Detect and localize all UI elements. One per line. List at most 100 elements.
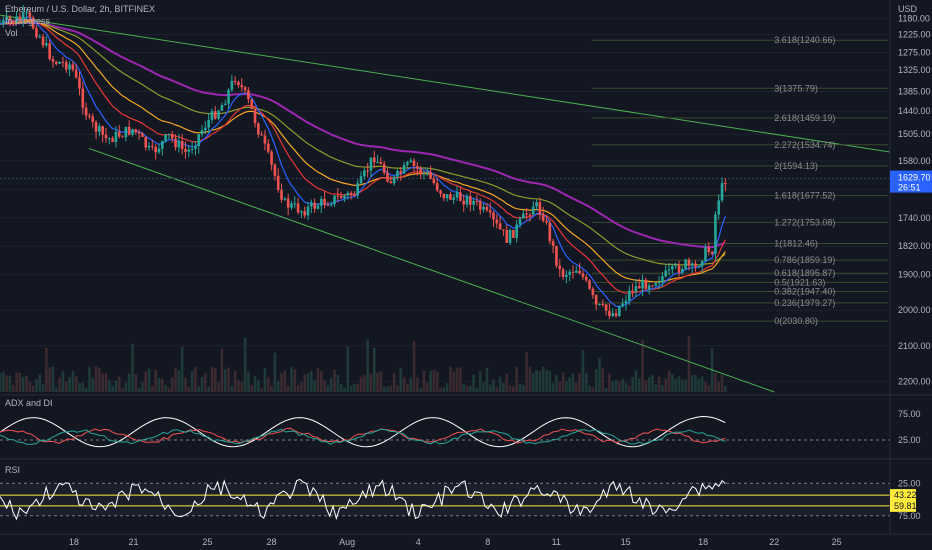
volume-bar bbox=[154, 369, 157, 392]
volume-bar bbox=[200, 376, 204, 392]
candle-body bbox=[217, 110, 220, 119]
volume-bar bbox=[343, 387, 346, 392]
moving-average-line bbox=[0, 21, 726, 266]
candle-body bbox=[253, 108, 257, 124]
moving-averages bbox=[0, 16, 726, 307]
candle-body bbox=[522, 213, 525, 219]
candle-body bbox=[104, 134, 108, 139]
volume-bar bbox=[303, 374, 307, 392]
candle-body bbox=[508, 229, 512, 243]
volume-bar bbox=[58, 377, 61, 392]
candle-body bbox=[495, 219, 499, 224]
volume-bar bbox=[419, 387, 422, 392]
volume-bar bbox=[528, 366, 532, 392]
volume-bar bbox=[535, 370, 538, 392]
volume-bar bbox=[230, 385, 234, 392]
candle-body bbox=[680, 268, 684, 273]
volume-bar bbox=[644, 379, 648, 392]
volume-bar bbox=[614, 379, 618, 392]
volume-bar bbox=[310, 370, 313, 392]
volume-bar bbox=[555, 375, 558, 392]
volume-bar bbox=[180, 346, 184, 392]
volume-bar bbox=[349, 385, 353, 392]
candle-body bbox=[366, 170, 369, 172]
rsi-badge bbox=[890, 499, 916, 512]
candle-body bbox=[674, 265, 677, 267]
volume-bar bbox=[286, 385, 290, 392]
volume-bar bbox=[641, 339, 644, 392]
volume-bar bbox=[68, 377, 71, 392]
volume-bar bbox=[326, 385, 330, 392]
volume-bar bbox=[15, 372, 18, 392]
candle-body bbox=[223, 103, 227, 106]
volume-bar bbox=[213, 368, 217, 392]
candle-body bbox=[164, 134, 167, 142]
volume-bar bbox=[449, 366, 452, 392]
volume-bar bbox=[604, 387, 608, 392]
candle-body bbox=[15, 16, 18, 23]
volume-bar bbox=[296, 384, 300, 392]
candle-body bbox=[293, 203, 297, 205]
candle-body bbox=[389, 181, 393, 184]
candle-body bbox=[184, 149, 187, 152]
volume-bar bbox=[631, 376, 634, 392]
volume-bar bbox=[151, 385, 154, 392]
candle-body bbox=[531, 206, 535, 215]
volume-bar bbox=[439, 387, 442, 392]
adx-line bbox=[0, 428, 726, 445]
fib-label: 0.5(1921.63) bbox=[774, 277, 825, 287]
candle-body bbox=[81, 88, 85, 108]
volume-bar bbox=[177, 370, 181, 392]
candle-body bbox=[61, 61, 65, 63]
volume-bar bbox=[677, 376, 681, 392]
candle-body bbox=[439, 190, 442, 194]
volume-bar bbox=[306, 373, 310, 392]
volume-bar bbox=[131, 343, 134, 392]
volume-bar bbox=[141, 382, 144, 392]
fib-label: 0(2030.80) bbox=[774, 316, 818, 326]
volume-bar bbox=[412, 340, 416, 392]
candle-body bbox=[68, 64, 71, 70]
candle-body bbox=[445, 194, 449, 199]
candle-body bbox=[435, 183, 439, 191]
volume-bar bbox=[508, 385, 512, 392]
volume-bar bbox=[184, 377, 187, 392]
candle-body bbox=[343, 195, 346, 199]
candle-body bbox=[157, 148, 161, 153]
volume-bar bbox=[346, 346, 350, 392]
candle-body bbox=[419, 168, 422, 174]
candle-body bbox=[280, 189, 283, 200]
volume-bar bbox=[608, 373, 611, 392]
candle-body bbox=[45, 43, 48, 46]
volume-bar bbox=[8, 375, 12, 392]
candle-body bbox=[627, 290, 631, 301]
volume-bar bbox=[588, 385, 591, 392]
candle-body bbox=[601, 304, 605, 306]
volume-bar bbox=[522, 384, 525, 392]
candle-body bbox=[545, 220, 548, 223]
volume-bar bbox=[469, 385, 472, 392]
volume-bar bbox=[313, 379, 316, 392]
candle-body bbox=[518, 218, 522, 225]
volume-bar bbox=[386, 386, 389, 392]
rsi-badge-label: 43.22 bbox=[894, 490, 917, 500]
upper-trend-line bbox=[0, 14, 891, 153]
volume-bar bbox=[363, 375, 366, 392]
candle-body bbox=[147, 145, 151, 148]
candle-body bbox=[306, 206, 310, 216]
adx-line bbox=[0, 427, 726, 444]
volume-bar bbox=[117, 376, 121, 392]
volume-bar bbox=[300, 382, 303, 392]
volume-bar bbox=[366, 339, 369, 392]
volume-bar bbox=[531, 372, 535, 392]
candle-body bbox=[88, 115, 91, 117]
candle-body bbox=[266, 143, 270, 152]
candle-body bbox=[472, 200, 475, 205]
volume-bar bbox=[492, 379, 495, 392]
volume-bar bbox=[568, 377, 571, 392]
volume-bar bbox=[2, 371, 5, 392]
volume-bar bbox=[409, 377, 413, 392]
volume-bar bbox=[223, 369, 227, 392]
candle-body bbox=[141, 133, 144, 137]
